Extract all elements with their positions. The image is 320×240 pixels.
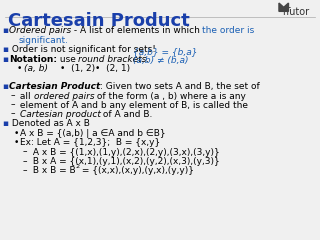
Text: –: – bbox=[23, 148, 28, 156]
Text: •: • bbox=[17, 64, 22, 73]
Text: •: • bbox=[13, 129, 19, 138]
Text: the order is: the order is bbox=[202, 26, 254, 35]
Text: Cartesian Product: Cartesian Product bbox=[9, 82, 100, 91]
Text: 2: 2 bbox=[75, 164, 79, 169]
Text: = {(x,x),(x,y),(y,x),(y,y)}: = {(x,x),(x,y),(y,x),(y,y)} bbox=[79, 167, 194, 175]
Text: (a,b) ≠ (b,a): (a,b) ≠ (b,a) bbox=[133, 56, 188, 65]
Text: Order is not significant for sets!: Order is not significant for sets! bbox=[9, 45, 156, 54]
Text: Denoted as A x B: Denoted as A x B bbox=[9, 119, 90, 128]
Text: –: – bbox=[10, 91, 15, 101]
Text: ▪: ▪ bbox=[2, 82, 8, 91]
Text: ▪: ▪ bbox=[2, 119, 8, 128]
Text: •  (1, 2): • (1, 2) bbox=[60, 64, 95, 73]
Text: iTutor: iTutor bbox=[282, 7, 309, 17]
Text: Ordered pairs: Ordered pairs bbox=[9, 26, 72, 35]
Text: Cartesian product: Cartesian product bbox=[20, 110, 101, 119]
Polygon shape bbox=[279, 3, 288, 11]
Text: –: – bbox=[23, 157, 28, 166]
Text: - A list of elements in which: - A list of elements in which bbox=[71, 26, 203, 35]
Text: element of A and b any element of B, is called the: element of A and b any element of B, is … bbox=[17, 101, 248, 109]
Text: ordered pairs: ordered pairs bbox=[34, 91, 94, 101]
Text: B x B = B: B x B = B bbox=[30, 167, 76, 175]
Text: ▪: ▪ bbox=[2, 45, 8, 54]
Text: (a, b): (a, b) bbox=[24, 64, 48, 73]
Text: –: – bbox=[10, 101, 15, 109]
Text: of the form (a , b) where a is any: of the form (a , b) where a is any bbox=[94, 91, 245, 101]
Text: use: use bbox=[57, 55, 79, 64]
Text: : Given two sets A and B, the set of: : Given two sets A and B, the set of bbox=[100, 82, 260, 91]
Text: B x A = {(x,1),(y,1),(x,2),(y,2),(x,3),(y,3)}: B x A = {(x,1),(y,1),(x,2),(y,2),(x,3),(… bbox=[30, 157, 220, 166]
Text: –: – bbox=[23, 167, 28, 175]
Text: ▪: ▪ bbox=[2, 26, 8, 35]
Text: round brackets.: round brackets. bbox=[78, 55, 150, 64]
Text: A x B = {(1,x),(1,y),(2,x),(2,y),(3,x),(3,y)}: A x B = {(1,x),(1,y),(2,x),(2,y),(3,x),(… bbox=[30, 148, 220, 156]
Text: –: – bbox=[10, 110, 15, 119]
Text: of A and B.: of A and B. bbox=[100, 110, 153, 119]
Text: significant.: significant. bbox=[19, 36, 69, 45]
Text: all: all bbox=[17, 91, 34, 101]
Text: ▪: ▪ bbox=[2, 55, 8, 64]
Text: Ex: Let A = {1,2,3};  B = {x,y}: Ex: Let A = {1,2,3}; B = {x,y} bbox=[20, 138, 161, 147]
Text: Cartesain Product: Cartesain Product bbox=[8, 12, 189, 30]
Text: {a,b} = {b,a}: {a,b} = {b,a} bbox=[133, 47, 197, 56]
Text: •  (2, 1): • (2, 1) bbox=[95, 64, 130, 73]
Text: A x B = {(a,b) | a ∈A and b ∈B}: A x B = {(a,b) | a ∈A and b ∈B} bbox=[20, 129, 166, 138]
Text: Notation:: Notation: bbox=[9, 55, 57, 64]
Text: •: • bbox=[13, 138, 19, 147]
